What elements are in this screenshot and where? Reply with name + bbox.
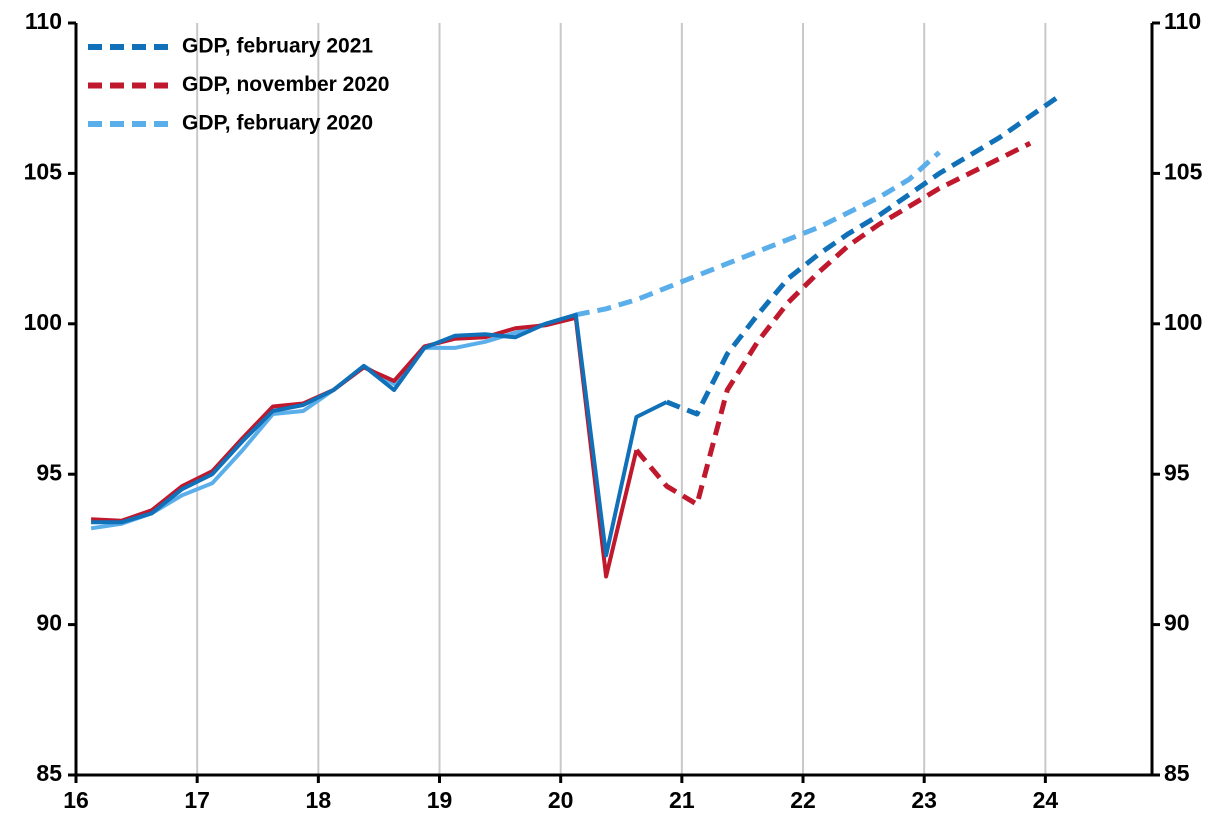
x-tick-label: 24 <box>1033 787 1059 813</box>
legend-label: GDP, november 2020 <box>182 73 389 96</box>
actual-line <box>91 315 639 579</box>
x-tick-label: 20 <box>548 787 574 813</box>
legend-label: GDP, february 2020 <box>182 112 373 135</box>
forecast-line <box>575 150 941 318</box>
y-tick-label: 95 <box>36 459 62 485</box>
x-tick-label: 22 <box>790 787 816 813</box>
forecast-line <box>634 141 1032 507</box>
y-tick-label: 110 <box>25 8 62 34</box>
forecast-line <box>665 93 1062 417</box>
x-tick-label: 16 <box>63 787 89 813</box>
y2-tick-label: 85 <box>1164 760 1190 786</box>
y2-tick-label: 100 <box>1164 309 1202 335</box>
x-tick-label: 17 <box>184 787 210 813</box>
x-tick-label: 19 <box>427 787 453 813</box>
actual-line <box>91 312 668 558</box>
x-tick-label: 18 <box>306 787 332 813</box>
actual-line <box>90 312 577 531</box>
y-tick-label: 105 <box>24 158 63 184</box>
x-tick-label: 21 <box>669 787 695 813</box>
x-tick-label: 23 <box>911 787 937 813</box>
y-tick-label: 90 <box>36 610 62 636</box>
y-tick-label: 100 <box>24 309 62 335</box>
y2-tick-label: 110 <box>1164 8 1201 34</box>
y-tick-label: 85 <box>36 760 62 786</box>
y2-tick-label: 95 <box>1164 459 1190 485</box>
legend-label: GDP, february 2021 <box>182 35 373 58</box>
y2-tick-label: 90 <box>1164 610 1190 636</box>
y2-tick-label: 105 <box>1164 158 1203 184</box>
